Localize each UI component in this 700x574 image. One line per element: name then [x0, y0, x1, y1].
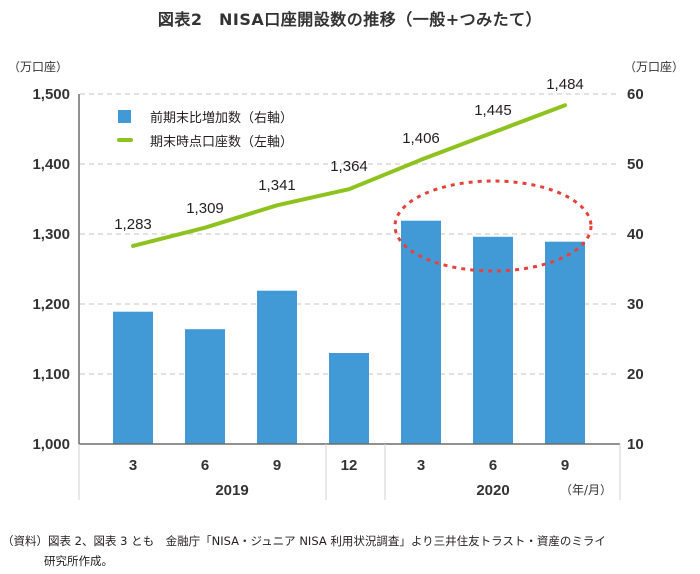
x-tick: 9	[273, 457, 281, 474]
x-year: 2020	[476, 482, 509, 499]
right-tick: 40	[627, 226, 644, 243]
right-tick: 60	[627, 86, 644, 103]
bar	[185, 329, 225, 444]
data-label: 1,484	[546, 76, 584, 93]
left-tick: 1,300	[32, 226, 70, 243]
legend-line-label: 期末時点口座数（左軸）	[150, 134, 294, 150]
line-data-labels: 1,283 1,309 1,341 1,364 1,406 1,445 1,48…	[114, 76, 584, 233]
bar-series	[113, 220, 585, 444]
left-tick: 1,000	[32, 436, 70, 453]
bar	[401, 220, 441, 444]
x-axis-years: 2019 2020	[215, 482, 509, 499]
highlight-ellipse	[393, 179, 593, 273]
x-tick: 3	[129, 457, 137, 474]
line-swatch-icon	[117, 138, 133, 142]
gridlines	[80, 93, 620, 375]
x-tick: 12	[341, 457, 358, 474]
x-tick: 9	[561, 457, 569, 474]
source-footnote: （資料）図表 2、図表 3 とも 金融庁「NISA・ジュニア NISA 利用状況…	[2, 531, 606, 571]
bar	[473, 236, 513, 444]
left-tick: 1,200	[32, 296, 70, 313]
x-tick: 3	[417, 457, 425, 474]
right-tick: 50	[627, 156, 644, 173]
left-axis-ticks: 1,500 1,400 1,300 1,200 1,100 1,000	[32, 86, 70, 453]
legend-bar-label: 前期末比増加数（右軸）	[150, 110, 294, 126]
bar	[113, 311, 153, 444]
bar	[545, 241, 585, 444]
data-label: 1,283	[114, 216, 152, 233]
right-tick: 20	[627, 366, 644, 383]
right-axis-ticks: 60 50 40 30 20 10	[627, 86, 644, 453]
line-series	[131, 103, 567, 248]
data-label: 1,341	[258, 177, 296, 194]
legend: 前期末比増加数（右軸） 期末時点口座数（左軸）	[117, 104, 293, 152]
x-axis-unit: （年/月）	[560, 483, 613, 497]
bar	[257, 290, 297, 444]
x-year: 2019	[215, 482, 248, 499]
x-axis-months: 3 6 9 12 3 6 9	[129, 457, 569, 474]
left-tick: 1,400	[32, 156, 70, 173]
legend-item-line: 期末時点口座数（左軸）	[117, 128, 293, 152]
right-tick: 10	[627, 436, 644, 453]
left-tick: 1,500	[32, 86, 70, 103]
legend-item-bar: 前期末比増加数（右軸）	[117, 104, 293, 128]
data-label: 1,445	[474, 102, 512, 119]
right-tick: 30	[627, 296, 644, 313]
x-tick: 6	[489, 457, 497, 474]
bar	[329, 353, 369, 444]
year-dividers	[78, 444, 621, 500]
chart-title: 図表2 NISA口座開設数の推移（一般+つみたて）	[157, 10, 543, 29]
footnote-line-1: （資料）図表 2、図表 3 とも 金融庁「NISA・ジュニア NISA 利用状況…	[2, 534, 606, 548]
left-axis-unit: （万口座）	[8, 60, 69, 74]
right-axis-unit: （万口座）	[624, 60, 685, 74]
data-label: 1,364	[330, 158, 368, 175]
x-tick: 6	[201, 457, 209, 474]
left-tick: 1,100	[32, 366, 70, 383]
data-label: 1,406	[402, 130, 440, 147]
footnote-line-2: 研究所作成。	[44, 554, 113, 568]
data-label: 1,309	[186, 200, 224, 217]
bar-swatch-icon	[118, 109, 131, 123]
